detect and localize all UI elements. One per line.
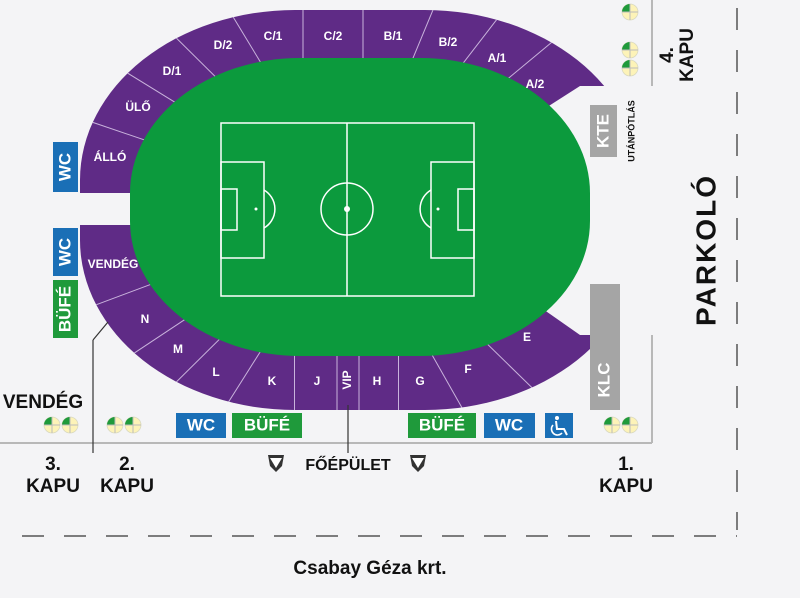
wc-south-1[interactable]: WC bbox=[176, 413, 226, 438]
vendeg-label: VENDÉG bbox=[3, 391, 83, 413]
wc-south-2[interactable]: WC bbox=[484, 413, 535, 438]
bufe-label: BÜFÉ bbox=[419, 415, 465, 434]
svg-text:KLC: KLC bbox=[594, 363, 613, 398]
gate-1-label: KAPU bbox=[599, 476, 653, 497]
section-f[interactable]: F bbox=[464, 362, 471, 376]
section-n[interactable]: N bbox=[141, 312, 150, 326]
section-ulo[interactable]: ÜLŐ bbox=[125, 99, 150, 114]
wc-west-2[interactable]: WC bbox=[53, 228, 78, 276]
bufe-south-2[interactable]: BÜFÉ bbox=[408, 413, 476, 438]
section-a-2[interactable]: A/2 bbox=[526, 77, 545, 91]
stands bbox=[70, 10, 640, 410]
section-h[interactable]: H bbox=[373, 374, 382, 388]
section-vip[interactable]: VIP bbox=[340, 370, 354, 389]
turnstile-gate-icon bbox=[621, 416, 639, 434]
gate-3-label: KAPU bbox=[26, 476, 80, 497]
gate-3-number: 3. bbox=[45, 454, 61, 475]
center-spot bbox=[344, 206, 350, 212]
bufe-south-1[interactable]: BÜFÉ bbox=[232, 413, 302, 438]
section-vendeg[interactable]: VENDÉG bbox=[88, 256, 139, 271]
gate-2-label: KAPU bbox=[100, 476, 154, 497]
section-a-1[interactable]: A/1 bbox=[488, 51, 507, 65]
section-b-2[interactable]: B/2 bbox=[439, 35, 458, 49]
section-c-2[interactable]: C/2 bbox=[324, 29, 343, 43]
wc-label: WC bbox=[187, 415, 215, 434]
utanpotlas-label: UTÁNPÓTLÁS bbox=[625, 100, 636, 162]
wc-label: WC bbox=[55, 238, 74, 266]
section-k[interactable]: K bbox=[268, 374, 277, 388]
gate-2-number: 2. bbox=[119, 454, 135, 475]
section-allo[interactable]: ÁLLÓ bbox=[94, 149, 127, 164]
turnstile-gate-icon bbox=[621, 41, 639, 59]
gate-4-number: 4. bbox=[657, 47, 678, 63]
club-crest-icon bbox=[268, 455, 284, 472]
wheelchair-icon bbox=[545, 413, 573, 438]
wc-west-1[interactable]: WC bbox=[53, 142, 78, 192]
wc-label: WC bbox=[495, 415, 523, 434]
pitch bbox=[130, 58, 590, 356]
section-c-1[interactable]: C/1 bbox=[264, 29, 283, 43]
gate-1-number: 1. bbox=[618, 454, 634, 475]
section-d-2[interactable]: D/2 bbox=[214, 38, 233, 52]
penalty-spot bbox=[436, 207, 440, 211]
main-building-label: FŐÉPÜLET bbox=[305, 455, 391, 474]
pitch-markings bbox=[220, 122, 475, 297]
kte-building: KTE bbox=[590, 105, 617, 157]
turnstile-gate-icon bbox=[603, 416, 621, 434]
turnstile-gate-icon bbox=[43, 416, 61, 434]
bufe-label: BÜFÉ bbox=[55, 286, 74, 332]
turnstile-gate-icon bbox=[621, 3, 639, 21]
club-crest-icon bbox=[410, 455, 426, 472]
street-label: Csabay Géza krt. bbox=[293, 558, 446, 579]
wc-label: WC bbox=[55, 153, 74, 181]
section-g[interactable]: G bbox=[415, 374, 424, 388]
section-e[interactable]: E bbox=[523, 330, 531, 344]
section-j[interactable]: J bbox=[314, 374, 321, 388]
penalty-spot bbox=[254, 207, 258, 211]
bufe-west[interactable]: BÜFÉ bbox=[53, 280, 78, 338]
section-d-1[interactable]: D/1 bbox=[163, 64, 182, 78]
turnstile-gate-icon bbox=[124, 416, 142, 434]
stand-gap-west bbox=[70, 193, 140, 225]
klc-building: KLC bbox=[590, 284, 620, 410]
bufe-label: BÜFÉ bbox=[244, 415, 290, 434]
section-b-1[interactable]: B/1 bbox=[384, 29, 403, 43]
leader-line bbox=[92, 321, 109, 341]
turnstile-gate-icon bbox=[61, 416, 79, 434]
parking-label: PARKOLÓ bbox=[690, 174, 721, 326]
turnstile-gate-icon bbox=[621, 59, 639, 77]
svg-text:KTE: KTE bbox=[593, 114, 612, 148]
section-m[interactable]: M bbox=[173, 342, 183, 356]
section-l[interactable]: L bbox=[212, 365, 219, 379]
turnstile-gate-icon bbox=[106, 416, 124, 434]
gate-4-label: KAPU bbox=[677, 28, 698, 82]
